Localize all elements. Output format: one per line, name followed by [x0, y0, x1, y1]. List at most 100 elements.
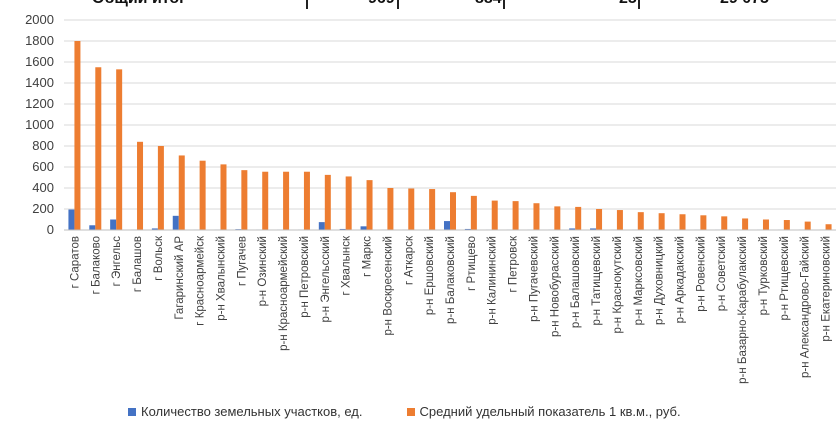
- bar-count: [569, 228, 576, 230]
- x-tick-label: р-н Турковский: [758, 236, 770, 315]
- x-tick-label: р-н Балашовский: [570, 236, 582, 328]
- gridlines: [64, 19, 836, 210]
- y-tick-label: 1200: [25, 96, 54, 111]
- total-value-1: 969: [368, 0, 395, 8]
- y-tick-label: 1000: [25, 117, 54, 132]
- y-tick-label: 1600: [25, 54, 54, 69]
- x-tick-label: р-н Ровенский: [695, 236, 707, 312]
- x-tick-label: р-н Духовницкий: [654, 236, 666, 325]
- bar-price: [408, 188, 415, 230]
- bar-price: [303, 171, 310, 230]
- bar-price: [637, 212, 644, 230]
- x-tick-label: Гагаринский АР: [174, 236, 186, 320]
- bar-price: [762, 219, 769, 230]
- x-tick-label: р-н Ртищевский: [779, 236, 791, 320]
- x-tick-label: г Ртищево: [466, 236, 478, 291]
- x-tick-label: г Вольск: [153, 235, 165, 281]
- x-tick-label: р-н Озинский: [257, 236, 269, 306]
- bar-price: [554, 206, 561, 230]
- bar-price: [491, 200, 498, 230]
- bar-price: [700, 215, 707, 230]
- bar-price: [387, 188, 394, 230]
- bar-price: [450, 192, 456, 230]
- bar-count: [360, 226, 367, 230]
- cell-divider: [638, 0, 640, 9]
- x-tick-label: р-н Александрово-Гайский: [800, 236, 812, 378]
- x-tick-label: г Красноармейск: [195, 235, 207, 326]
- bar-price: [658, 213, 665, 230]
- table-header-strip: Общий итог 969 884 25 29 075: [0, 0, 840, 9]
- x-tick-label: р-н Базарно-Карабулакский: [737, 236, 749, 384]
- bar-price: [283, 171, 290, 230]
- bar-price: [241, 170, 248, 230]
- x-tick-label: р-н Екатериновский: [821, 236, 833, 342]
- legend: Количество земельных участков, ед. Средн…: [128, 404, 681, 419]
- legend-swatch-count: [128, 407, 136, 416]
- bar-count: [590, 228, 597, 230]
- bar-price: [804, 221, 811, 230]
- y-tick-label: 2000: [25, 12, 54, 27]
- cell-divider: [306, 0, 308, 9]
- x-tick-label: р-н Аркадакский: [675, 236, 687, 323]
- bar-price: [596, 209, 603, 230]
- x-tick-label: р-н Марксовский: [633, 236, 645, 325]
- bar-price: [262, 171, 269, 230]
- bar-count: [172, 215, 179, 230]
- bar-price: [74, 41, 81, 230]
- bar-price: [324, 174, 331, 230]
- bar-count: [318, 222, 325, 230]
- x-tick-label: р-н Ершовский: [424, 236, 436, 315]
- x-tick-label: г Маркс: [362, 236, 374, 277]
- y-tick-label: 1400: [25, 75, 54, 90]
- bar-price: [825, 224, 832, 230]
- x-tick-label: г Петровск: [508, 235, 520, 292]
- bar-price: [366, 180, 373, 230]
- bar-count: [444, 221, 450, 230]
- legend-label-count: Количество земельных участков, ед.: [141, 404, 363, 419]
- x-tick-label: р-н Красноармейский: [278, 236, 290, 351]
- x-tick-label: г Пугачев: [236, 236, 248, 286]
- y-tick-label: 800: [32, 138, 54, 153]
- cell-divider: [503, 0, 505, 9]
- legend-label-price: Средний удельный показатель 1 кв.м., руб…: [419, 404, 681, 419]
- bar-price: [157, 146, 164, 230]
- bar-count: [151, 228, 158, 230]
- bar-count: [464, 228, 471, 230]
- x-tick-label: р-н Воскресенский: [382, 236, 394, 336]
- x-axis: г Саратов г Балаково г Энгельс г Балашов г В…: [69, 235, 832, 384]
- bar-count: [339, 228, 346, 230]
- bar-price: [116, 69, 123, 230]
- legend-swatch-price: [406, 407, 415, 416]
- x-tick-label: р-н Энгельсский: [320, 236, 332, 322]
- x-tick-label: р-н Хвалынский: [215, 236, 227, 321]
- y-tick-label: 0: [47, 222, 54, 237]
- x-tick-label: р-н Калининский: [487, 236, 499, 325]
- bar-price: [220, 164, 227, 230]
- x-tick-label: р-н Краснокутский: [612, 236, 624, 333]
- bar-price: [533, 203, 540, 230]
- bar-price: [512, 201, 519, 230]
- bar-price: [783, 220, 790, 230]
- y-tick-label: 200: [32, 201, 54, 216]
- legend-item-count: Количество земельных участков, ед.: [128, 404, 363, 419]
- bar-price: [616, 210, 623, 230]
- bar-price: [575, 206, 582, 230]
- x-tick-label: г Хвалынск: [341, 235, 353, 296]
- bar-chart: 0 200 400 600 800 1000 1200 1400 1600 1800 2000 г …: [25, 12, 836, 384]
- bar-price: [429, 189, 436, 230]
- bar-price: [178, 155, 185, 230]
- bar-count: [89, 225, 96, 230]
- x-tick-label: г Балаково: [90, 236, 102, 294]
- bar-price: [95, 67, 102, 230]
- bar-price: [721, 216, 728, 230]
- x-tick-label: г Энгельс: [111, 236, 123, 287]
- bar-price: [199, 160, 206, 230]
- x-tick-label: р-н Пугачевский: [528, 236, 540, 322]
- bar-price: [137, 141, 144, 230]
- x-tick-label: р-н Татищевский: [591, 236, 603, 325]
- bar-price: [742, 218, 749, 230]
- x-tick-label: г Балашов: [132, 236, 144, 292]
- x-tick-label: р-н Новобурасский: [549, 236, 561, 337]
- x-tick-label: р-н Балаковский: [445, 236, 457, 324]
- total-value-2: 884: [475, 0, 502, 8]
